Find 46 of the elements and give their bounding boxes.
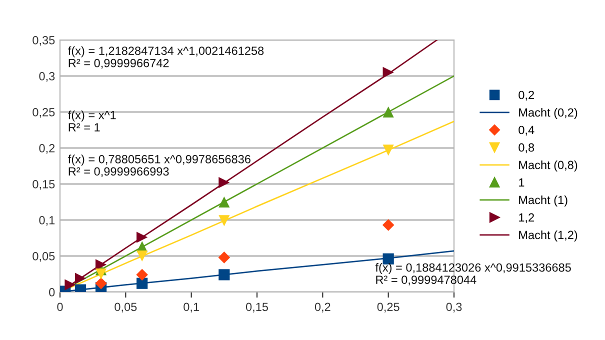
point (95, 259, 107, 270)
x-tick-label: 0 (57, 302, 63, 312)
point (218, 196, 230, 208)
point (136, 268, 148, 281)
point (136, 278, 148, 289)
annotation: f(x) = x^1 R² = 1 (68, 110, 116, 132)
y-tick-label: 0 (49, 288, 55, 296)
x-tick-label: 0,25 (377, 302, 400, 312)
legend-label: 0,4 (518, 126, 534, 136)
point (95, 268, 107, 280)
point (74, 272, 86, 284)
legend-label: Macht (0,8) (519, 160, 578, 172)
point (95, 277, 107, 290)
x-tick-label: 0,05 (114, 302, 137, 312)
y-tick-label: 0,1 (39, 216, 55, 226)
x-tick-label: 0,3 (446, 302, 462, 312)
point (64, 279, 76, 290)
legend-label: Macht (0,2) (519, 108, 578, 120)
point (382, 106, 394, 118)
point (382, 144, 394, 156)
point (218, 215, 230, 226)
legend-label: 0,8 (518, 143, 534, 154)
point (136, 232, 148, 243)
point (136, 250, 148, 262)
y-tick-label: 0,3 (39, 72, 55, 82)
x-tick-label: 0,15 (246, 302, 268, 312)
point (218, 269, 230, 280)
y-tick-label: 0,35 (32, 36, 55, 46)
y-tick-label: 0,2 (39, 144, 55, 154)
x-tick-label: 0,1 (184, 302, 199, 312)
point (218, 252, 230, 264)
y-tick-label: 0,05 (32, 252, 55, 262)
x-tick-label: 0,2 (314, 302, 330, 312)
point (382, 66, 394, 78)
point (218, 177, 230, 188)
annotation: f(x) = 0,1884123026 x^0,9915336685 R² = 0,9999478044 (375, 263, 571, 286)
legend-label: 0,2 (518, 90, 534, 101)
y-tick-label: 0,15 (32, 180, 55, 190)
annotation: f(x) = 1,2182847134 x^1,0021461258 R² = 0,9999966742 (68, 46, 264, 69)
legend-label: 1 (519, 178, 524, 187)
legend-label: 1,2 (519, 213, 534, 224)
legend-label: Macht (1,2) (519, 230, 578, 242)
y-tick-label: 0,25 (32, 108, 55, 118)
annotation: f(x) = 0,78805651 x^0,9978656836 R² = 0,9999966993 (68, 154, 250, 178)
point (382, 219, 394, 231)
legend-label: Macht (1) (519, 195, 568, 206)
